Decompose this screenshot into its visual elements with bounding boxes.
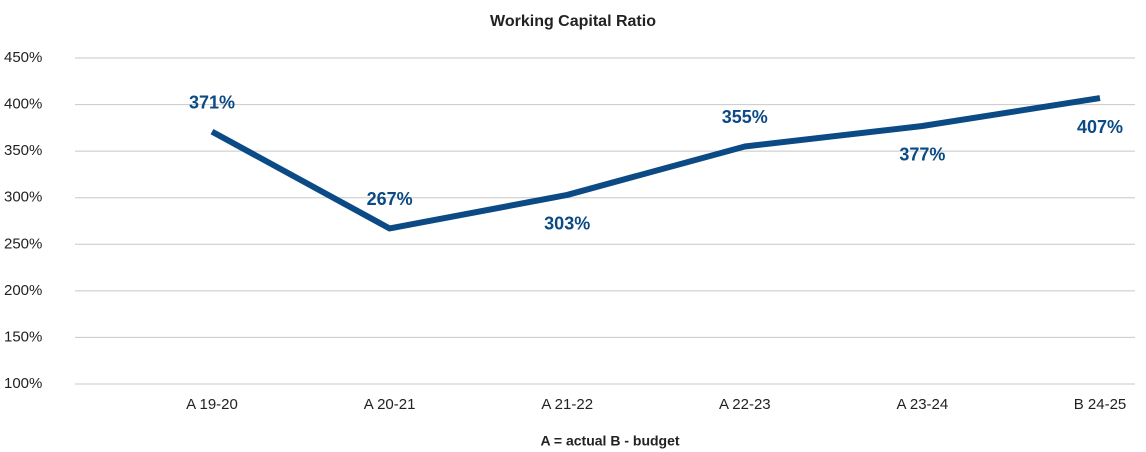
y-tick-label: 350% — [4, 142, 42, 159]
y-tick-label: 150% — [4, 328, 42, 345]
data-label: 407% — [1077, 117, 1123, 137]
x-axis-label: A = actual B - budget — [540, 433, 679, 449]
data-label: 303% — [544, 214, 590, 234]
data-label: 371% — [189, 92, 235, 112]
x-tick-label: B 24-25 — [1074, 396, 1127, 413]
y-tick-label: 100% — [4, 375, 42, 392]
y-tick-label: 200% — [4, 282, 42, 299]
chart-title: Working Capital Ratio — [490, 13, 656, 30]
x-tick-label: A 22-23 — [719, 396, 771, 413]
x-tick-label: A 19-20 — [186, 396, 238, 413]
x-tick-label: A 20-21 — [364, 396, 416, 413]
y-tick-label: 450% — [4, 49, 42, 66]
x-tick-label: A 23-24 — [897, 396, 949, 413]
line — [210, 95, 1101, 232]
y-tick-label: 300% — [4, 189, 42, 206]
data-label: 377% — [899, 145, 945, 165]
data-label: 267% — [367, 189, 413, 209]
y-tick-label: 250% — [4, 235, 42, 252]
y-tick-label: 400% — [4, 96, 42, 113]
data-label: 355% — [722, 107, 768, 127]
x-tick-label: A 21-22 — [541, 396, 593, 413]
